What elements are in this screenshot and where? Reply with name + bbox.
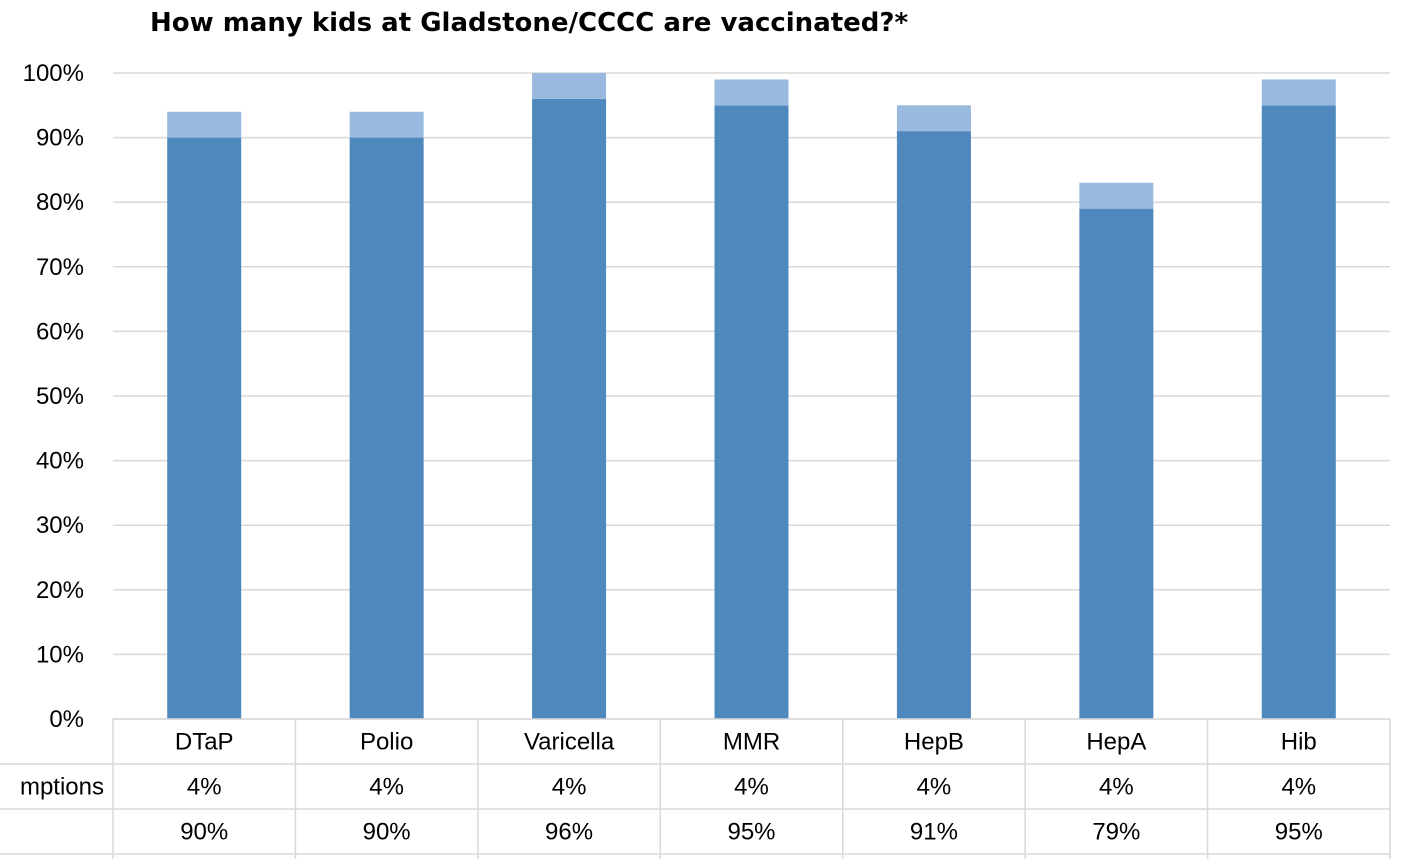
y-tick-label: 20% [36, 577, 84, 604]
y-tick-label: 30% [36, 512, 84, 539]
bar-segment-exemptions [896, 105, 971, 132]
table-cell-value: 4% [917, 774, 952, 801]
table-cell-value: 90% [180, 819, 228, 846]
x-category-label: Hib [1281, 729, 1317, 756]
bar-segment-exemptions [349, 111, 424, 138]
table-cell-value: 91% [910, 819, 958, 846]
table-cell-value: 4% [187, 774, 222, 801]
bar-segment-vaccinated [896, 131, 971, 719]
y-axis: 0% 10% 20% 30% 40% 50% 60% 70% 80% 90% 100% [23, 60, 84, 733]
y-tick-label: 90% [36, 125, 84, 152]
y-tick-label: 80% [36, 189, 84, 216]
bar-segment-vaccinated [349, 137, 424, 720]
table-cell-value: 4% [734, 774, 769, 801]
x-category-label: MMR [723, 729, 780, 756]
y-tick-label: 50% [36, 383, 84, 410]
table-cell-value: 4% [1281, 774, 1316, 801]
table-cell-value: 4% [369, 774, 404, 801]
bar-segment-exemptions [714, 79, 789, 106]
table-cell-value: 95% [727, 819, 775, 846]
bar-segment-vaccinated [1079, 208, 1154, 719]
table-cell-value: 4% [1099, 774, 1134, 801]
chart-title: How many kids at Gladstone/CCCC are vacc… [150, 8, 908, 38]
x-category-label: Polio [360, 729, 413, 756]
bar-segment-vaccinated [167, 137, 242, 720]
x-category-label: HepB [904, 729, 964, 756]
bar-segment-vaccinated [714, 105, 789, 720]
bar-segment-vaccinated [532, 98, 607, 720]
bar-segment-exemptions [167, 111, 242, 138]
x-category-label: HepA [1086, 729, 1146, 756]
bar-segment-exemptions [1261, 79, 1336, 106]
table-cell-value: 79% [1092, 819, 1140, 846]
x-category-label: Varicella [524, 729, 615, 756]
table-cell-value: 90% [363, 819, 411, 846]
y-tick-label: 60% [36, 318, 84, 345]
table-cell-value: 95% [1275, 819, 1323, 846]
x-category-label: DTaP [175, 729, 234, 756]
y-tick-label: 70% [36, 254, 84, 281]
bar-segment-vaccinated [1261, 105, 1336, 720]
y-tick-label: 40% [36, 448, 84, 475]
table-cell-value: 4% [552, 774, 587, 801]
data-table: DTaP Polio Varicella MMR HepB HepA Hib mptions 4… [0, 718, 1391, 859]
bar-segment-exemptions [1079, 182, 1154, 209]
bar-segment-exemptions [532, 73, 607, 99]
bars [167, 73, 1336, 720]
y-tick-label: 100% [23, 60, 84, 87]
y-tick-label: 10% [36, 641, 84, 668]
table-cell-value: 96% [545, 819, 593, 846]
y-tick-label: 0% [49, 706, 84, 733]
table-row-label: mptions [20, 774, 104, 801]
